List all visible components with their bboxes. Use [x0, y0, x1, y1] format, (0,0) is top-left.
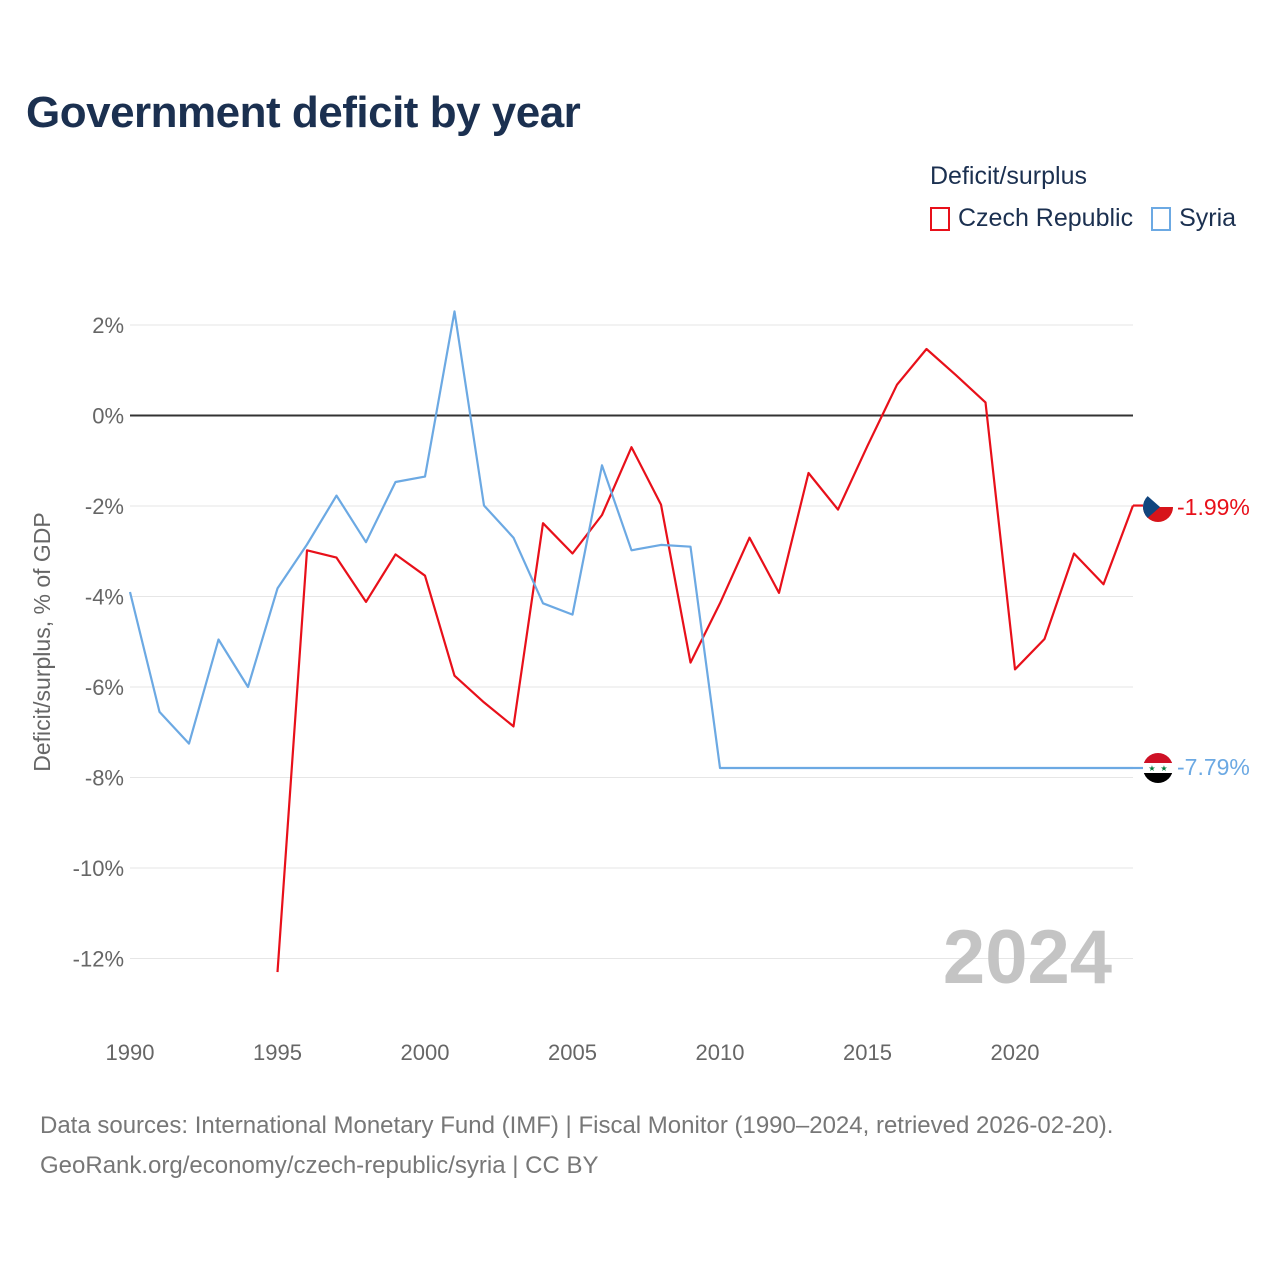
- x-tick-label: 2005: [548, 1040, 597, 1065]
- legend-title: Deficit/surplus: [930, 162, 1087, 190]
- syria-flag-icon: ★ ★: [1143, 753, 1173, 783]
- x-tick-label: 1995: [253, 1040, 302, 1065]
- x-tick-label: 2010: [696, 1040, 745, 1065]
- y-tick-label: -8%: [85, 766, 124, 791]
- series-line-syria: [128, 310, 1133, 770]
- legend-swatch-czech-republic: [930, 206, 950, 231]
- end-label-czech-republic: -1.99%: [1177, 494, 1250, 520]
- legend-label-syria: Syria: [1179, 204, 1237, 232]
- series-line-czech-republic: [276, 347, 1135, 973]
- grid-lines: [130, 324, 1133, 959]
- y-axis-ticks: 2% 0% -2% -4% -6% -8% -10% -12%: [73, 313, 124, 972]
- year-label: 2024: [943, 915, 1112, 1000]
- chart-title: Government deficit by year: [26, 88, 581, 137]
- credit-line[interactable]: GeoRank.org/economy/czech-republic/syria…: [40, 1152, 599, 1179]
- legend-item-czech-republic[interactable]: Czech Republic: [930, 204, 1133, 233]
- svg-text:★: ★: [1148, 764, 1155, 773]
- y-tick-label: 0%: [92, 404, 124, 429]
- x-tick-label: 2000: [401, 1040, 450, 1065]
- series-lines: [128, 310, 1143, 973]
- y-tick-label: -4%: [85, 585, 124, 610]
- x-tick-label: 2015: [843, 1040, 892, 1065]
- legend-label-czech-republic: Czech Republic: [958, 204, 1134, 232]
- legend: Czech Republic Syria: [930, 204, 1254, 233]
- legend-item-syria[interactable]: Syria: [1151, 204, 1236, 233]
- x-tick-label: 2020: [991, 1040, 1040, 1065]
- svg-text:★: ★: [1160, 764, 1167, 773]
- x-axis-ticks: 1990 1995 2000 2005 2010 2015 2020: [106, 1040, 1040, 1065]
- end-label-syria: -7.79%: [1177, 754, 1250, 780]
- y-tick-label: -12%: [73, 947, 124, 972]
- legend-swatch-syria: [1151, 206, 1172, 231]
- y-tick-label: -6%: [85, 675, 124, 700]
- source-line: Data sources: International Monetary Fun…: [40, 1112, 1114, 1139]
- czech-flag-icon: [1143, 492, 1173, 522]
- y-tick-label: 2%: [92, 313, 124, 338]
- data-source-note: Data sources: International Monetary Fun…: [40, 1106, 1113, 1186]
- y-tick-label: -10%: [73, 856, 124, 881]
- x-tick-label: 1990: [106, 1040, 155, 1065]
- y-tick-label: -2%: [85, 494, 124, 519]
- y-axis-title: Deficit/surplus, % of GDP: [29, 512, 55, 771]
